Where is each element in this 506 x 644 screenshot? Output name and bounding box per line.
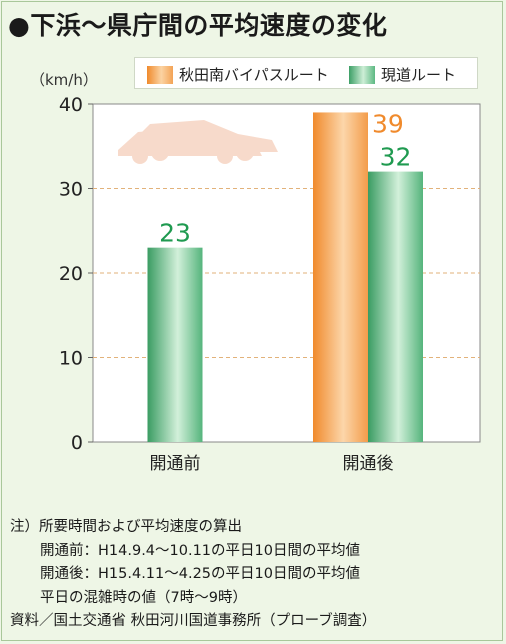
y-tick-label-30: 30	[59, 179, 83, 201]
x-tick-label-1: 開通後	[343, 454, 394, 474]
y-axis-ticks: 0 10 20 30 40	[59, 94, 93, 454]
bar-1-1	[368, 171, 423, 442]
legend-swatch-current-road	[349, 65, 375, 84]
legend-item-current-road: 現道ルート	[349, 64, 456, 85]
legend-label-current-road: 現道ルート	[381, 66, 457, 84]
bar-1-0	[313, 112, 368, 442]
car-wheel-shadow-2	[217, 148, 233, 164]
notes-block: 注）所要時間および平均速度の算出 開通前：H14.9.4～10.11の平日10日…	[10, 516, 376, 634]
note-after-opening: 開通後：H15.4.11～4.25の平日10日間の平均値	[40, 566, 360, 582]
bars	[147, 112, 423, 442]
note-before-opening: 開通前：H14.9.4～10.11の平日10日間の平均値	[40, 542, 360, 559]
data-label-0-1: 23	[159, 219, 191, 248]
data-label-1-0: 39	[372, 109, 404, 138]
legend-swatch-bypass	[147, 65, 173, 84]
y-axis-unit-label: （km/h）	[30, 71, 98, 89]
bar-0-1	[147, 247, 203, 442]
car-wheel-back	[236, 143, 254, 161]
y-tick-label-0: 0	[71, 432, 83, 454]
y-tick-label-40: 40	[59, 94, 83, 116]
note-peak-hours: 平日の混雑時の値（7時～9時）	[40, 589, 247, 606]
y-tick-label-10: 10	[59, 348, 83, 370]
note-source: 資料／国土交通省 秋田河川国道事務所（プローブ調査）	[10, 613, 377, 629]
car-wheel-front	[151, 143, 169, 161]
car-wheel-shadow-1	[132, 148, 148, 164]
chart-title: ●下浜～県庁間の平均速度の変化	[8, 11, 388, 40]
data-label-1-1: 32	[380, 143, 412, 172]
legend-item-bypass: 秋田南バイパスルート	[147, 64, 329, 85]
note-heading: 注）所要時間および平均速度の算出	[10, 519, 242, 535]
legend-label-bypass: 秋田南バイパスルート	[179, 66, 329, 84]
chart-legend: 秋田南バイパスルート 現道ルート	[134, 57, 478, 89]
data-labels: 23 39 32	[159, 109, 411, 247]
x-tick-label-0: 開通前	[150, 454, 201, 474]
y-tick-label-20: 20	[59, 263, 83, 285]
car-illustration	[118, 120, 278, 164]
x-axis-ticks: 開通前 開通後	[150, 454, 394, 474]
